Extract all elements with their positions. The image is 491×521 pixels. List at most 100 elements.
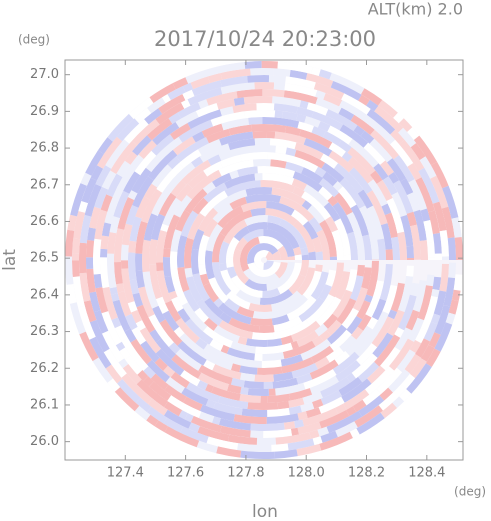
echo-cell xyxy=(186,276,203,303)
echo-cell xyxy=(296,330,319,348)
echo-cell xyxy=(197,234,210,265)
echo-cell xyxy=(434,253,443,260)
echo-cell xyxy=(271,187,306,206)
echo-cell xyxy=(287,256,296,260)
echo-cell xyxy=(407,258,415,260)
echo-cell xyxy=(233,226,250,242)
echo-cell xyxy=(297,121,314,133)
echo-cell xyxy=(218,241,230,264)
echo-cell xyxy=(382,284,398,314)
echo-cell xyxy=(226,347,255,361)
echo-cell xyxy=(318,69,332,80)
echo-cell xyxy=(155,338,176,360)
echo-cell xyxy=(237,166,258,177)
echo-cell xyxy=(272,96,302,108)
echo-cell xyxy=(243,96,273,105)
echo-cell xyxy=(128,240,137,253)
echo-cell xyxy=(167,156,181,170)
echo-cell xyxy=(311,126,326,138)
echo-cell xyxy=(111,317,122,329)
echo-cell xyxy=(274,131,306,145)
y-tick-label: 26.0 xyxy=(30,434,59,449)
echo-cell xyxy=(305,73,334,88)
echo-cell xyxy=(237,336,248,346)
echo-cell xyxy=(296,443,322,457)
echo-cell xyxy=(204,250,215,280)
echo-cell xyxy=(286,295,317,321)
echo-cell xyxy=(106,170,117,181)
echo-cell xyxy=(101,330,125,363)
echo-cell xyxy=(357,189,374,209)
echo-cell xyxy=(256,437,276,446)
echo-cell xyxy=(325,109,358,131)
echo-cell xyxy=(284,83,318,97)
echo-cell xyxy=(198,364,233,385)
echo-cell xyxy=(218,418,251,431)
echo-cell xyxy=(448,262,456,279)
echo-cell xyxy=(226,290,251,310)
echo-cell xyxy=(290,340,300,350)
echo-cell xyxy=(119,347,131,360)
echo-cell xyxy=(350,204,369,237)
echo-cell xyxy=(226,236,240,258)
echo-cell xyxy=(132,292,143,308)
echo-cell xyxy=(299,100,309,109)
echo-cell xyxy=(299,129,333,149)
echo-cell xyxy=(399,139,425,172)
echo-cell xyxy=(180,210,199,238)
echo-cell xyxy=(94,209,108,240)
echo-cell xyxy=(310,345,334,364)
echo-cell xyxy=(272,319,310,340)
echo-cell xyxy=(135,196,150,219)
echo-cell xyxy=(327,195,339,207)
echo-cell xyxy=(240,201,267,213)
echo-cell xyxy=(240,372,255,382)
echo-cell xyxy=(288,274,306,295)
echo-cell xyxy=(190,415,222,433)
echo-cell xyxy=(248,117,263,125)
echo-cell xyxy=(201,123,224,138)
echo-cell xyxy=(335,403,347,415)
echo-cell xyxy=(180,426,209,444)
echo-cell xyxy=(233,97,245,106)
echo-cell xyxy=(205,383,214,393)
echo-cell xyxy=(349,428,360,438)
echo-cell xyxy=(165,376,185,394)
echo-cell xyxy=(145,156,161,172)
echo-cell xyxy=(323,93,343,107)
echo-cell xyxy=(132,135,152,156)
echo-cell xyxy=(421,295,438,331)
echo-cell xyxy=(143,366,156,379)
echo-cell xyxy=(239,236,260,272)
echo-cell xyxy=(283,90,318,105)
y-tick-label: 27.0 xyxy=(30,67,59,82)
echo-cell xyxy=(233,414,267,425)
echo-cell xyxy=(230,377,245,388)
echo-cell xyxy=(134,107,152,124)
echo-cell xyxy=(134,150,157,176)
echo-cell xyxy=(351,353,378,379)
echo-cell xyxy=(209,339,224,352)
echo-cell xyxy=(142,271,159,309)
echo-cell xyxy=(172,136,196,156)
echo-cell xyxy=(398,127,417,148)
echo-cell xyxy=(138,286,155,318)
echo-cell xyxy=(428,210,440,235)
echo-cell xyxy=(139,327,161,354)
echo-cell xyxy=(107,113,134,142)
echo-cell xyxy=(311,67,321,76)
echo-cell xyxy=(277,245,288,260)
echo-cell xyxy=(78,201,88,213)
echo-cell xyxy=(277,61,313,74)
x-axis-label: lon xyxy=(252,502,278,521)
echo-cell xyxy=(135,320,146,331)
echo-cell xyxy=(285,125,301,136)
echo-cell xyxy=(132,176,154,208)
echo-cell xyxy=(93,273,103,289)
echo-cell xyxy=(230,275,263,298)
echo-cell xyxy=(302,407,339,427)
echo-cell xyxy=(254,250,269,270)
echo-cell xyxy=(94,186,109,209)
echo-cell xyxy=(263,260,274,271)
echo-cell xyxy=(410,224,421,260)
